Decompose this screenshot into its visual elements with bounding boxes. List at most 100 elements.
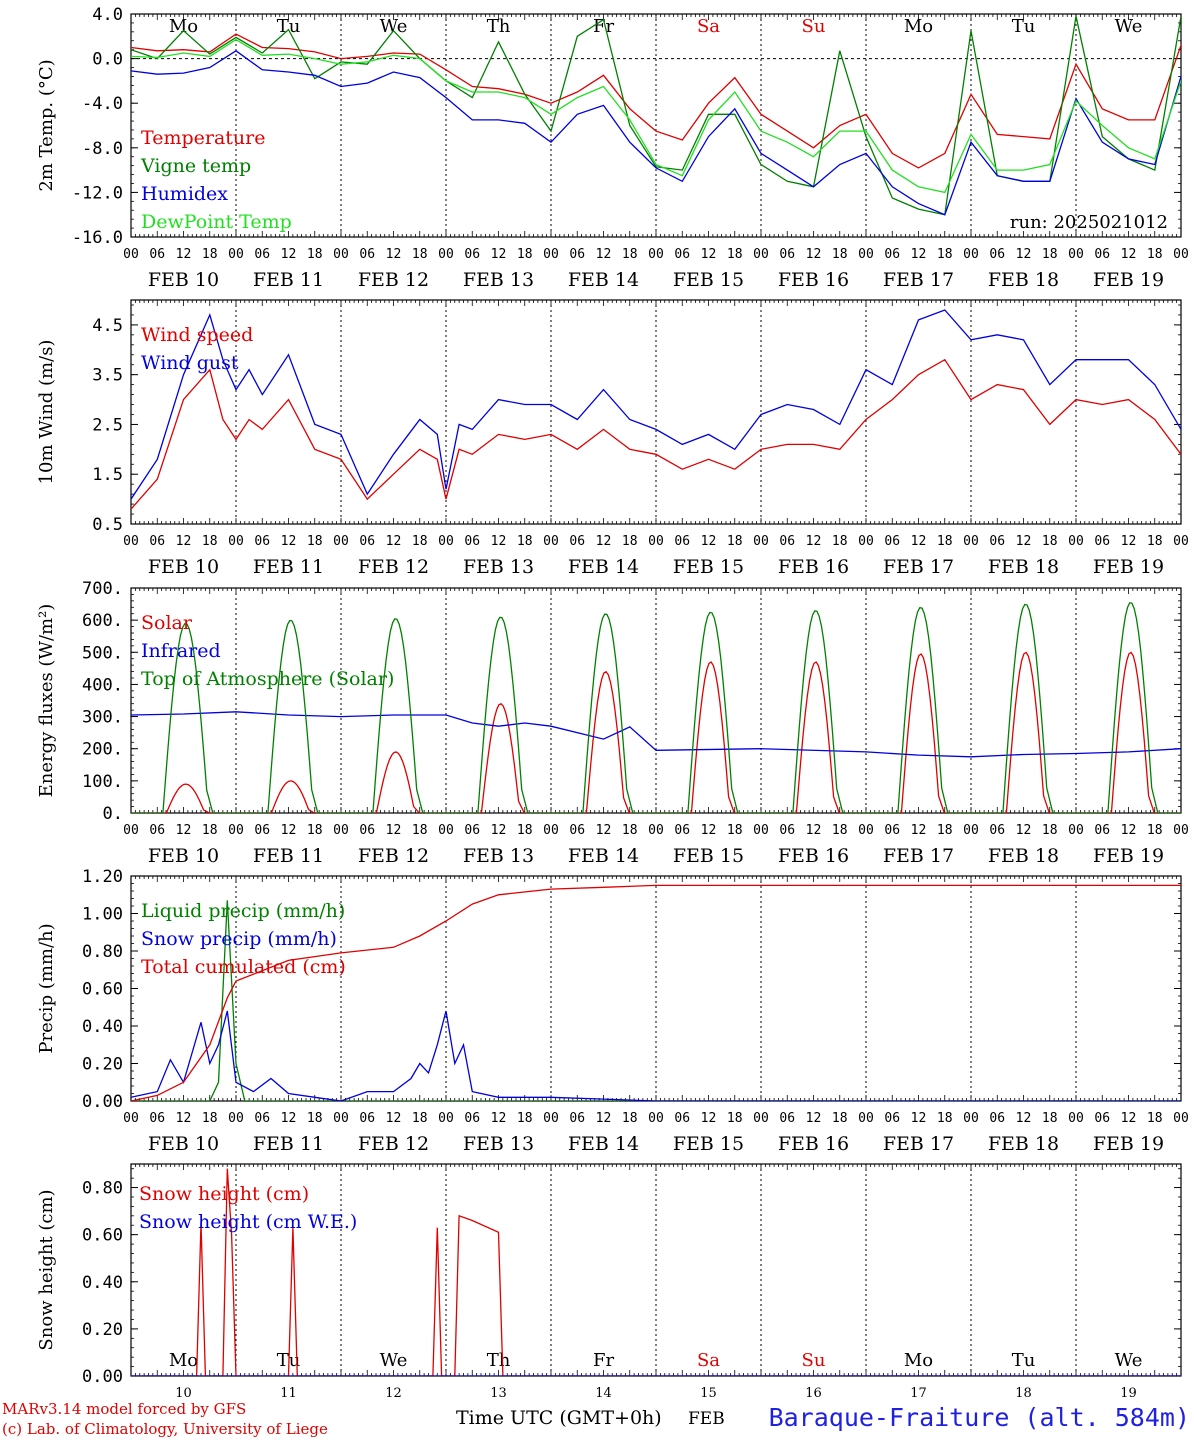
hour-label: 18 [727,823,743,838]
series-group [131,602,1181,813]
hour-label: 06 [149,534,165,549]
hour-label: 06 [989,534,1005,549]
hour-label: 12 [491,534,507,549]
hour-label: 00 [543,534,559,549]
weekday-label: Su [802,1350,826,1371]
legend-entry: DewPoint Temp [141,211,292,233]
day-number: 17 [910,1386,927,1401]
weekday-label: We [380,16,408,37]
hour-label: 00 [858,823,874,838]
y-tick-label: 1.00 [82,905,123,925]
y-tick-label: 0.80 [82,942,123,962]
date-label: FEB 14 [568,845,639,867]
hour-label: 12 [386,247,402,262]
date-label: FEB 13 [463,845,534,867]
date-label: FEB 18 [988,1133,1059,1155]
weekday-label: Fr [593,1350,614,1371]
hour-label: 06 [884,247,900,262]
panel-5: 0.80 0.60 0.40 0.20 0.00 Snow height (cm) Mo Tu… [36,1163,1182,1401]
hour-label: 00 [963,823,979,838]
y-axis-label: Energy fluxes (W/m²) [36,604,57,798]
y-tick-label: 0.00 [82,1367,123,1387]
hour-label: 00 [1068,1111,1084,1126]
series-group [131,16,1181,216]
legend-entry: Humidex [141,183,228,205]
y-tick-label: 0.00 [82,1092,123,1112]
hour-label: 18 [307,247,323,262]
station-name: Baraque-Fraiture (alt. 584m) [769,1403,1190,1432]
hour-label: 18 [1042,1111,1058,1126]
hour-label: 12 [176,823,192,838]
date-label: FEB 17 [883,1133,954,1155]
hour-label: 12 [1016,247,1032,262]
hour-label: 00 [753,534,769,549]
y-axis-label: Snow height (cm) [36,1189,57,1350]
hour-label: 06 [254,534,270,549]
hour-label: 18 [832,247,848,262]
hour-label: 06 [149,247,165,262]
hour-label: 00 [123,247,139,262]
hour-label: 06 [779,823,795,838]
weekday-label: Sa [697,1350,720,1371]
hour-label: 18 [1042,823,1058,838]
hour-label: 06 [989,1111,1005,1126]
hour-label: 00 [858,1111,874,1126]
hour-label: 18 [307,823,323,838]
hour-label: 00 [963,1111,979,1126]
hour-label: 00 [1068,823,1084,838]
hour-label: 00 [543,1111,559,1126]
series-line [131,33,1181,169]
date-label: FEB 13 [463,1133,534,1155]
hour-label: 06 [464,1111,480,1126]
date-label: FEB 16 [778,845,849,867]
legend: Temperature Vigne temp Humidex DewPoint Tem… [140,127,292,233]
date-label: FEB 10 [148,1133,219,1155]
hour-label: 00 [438,823,454,838]
date-label: FEB 18 [988,556,1059,578]
hour-label: 00 [648,823,664,838]
hour-label: 06 [989,823,1005,838]
hour-label: 00 [858,247,874,262]
legend-entry: Top of Atmosphere (Solar) [141,668,394,690]
hour-label: 00 [438,247,454,262]
legend-entry: Total cumulated (cm) [141,956,346,978]
legend: Snow height (cm) Snow height (cm W.E.) [139,1183,357,1233]
hour-label: 18 [622,823,638,838]
hour-label: 12 [281,247,297,262]
hour-label: 00 [123,534,139,549]
series-line [131,711,1181,758]
hour-label: 18 [1042,247,1058,262]
hour-label: 18 [1147,534,1163,549]
series-line [131,1010,1181,1101]
hour-label: 12 [701,823,717,838]
y-tick-label: 100. [82,772,123,792]
hour-label: 06 [1094,534,1110,549]
series-group [131,1168,1181,1376]
series-group [131,309,1181,510]
date-label: FEB 15 [673,1133,744,1155]
hour-label: 12 [806,823,822,838]
hour-label: 00 [438,534,454,549]
x-axis-label: Time UTC (GMT+0h) [456,1407,662,1429]
weekday-label: Sa [697,16,720,37]
hour-label: 18 [412,534,428,549]
hour-label: 12 [386,823,402,838]
hour-label: 06 [569,534,585,549]
day-number: 19 [1120,1386,1137,1401]
hour-label: 00 [858,534,874,549]
hour-label: 18 [937,1111,953,1126]
hour-label: 18 [202,534,218,549]
footer-credit: (c) Lab. of Climatology, University of L… [2,1420,328,1438]
series-line [131,309,1181,500]
hour-label: 18 [832,534,848,549]
weekday-label: Mo [904,1350,933,1371]
date-label: FEB 14 [568,556,639,578]
date-label: FEB 10 [148,556,219,578]
date-label: FEB 10 [148,269,219,291]
day-number: 15 [700,1386,717,1401]
hour-label: 00 [1068,534,1084,549]
series-group [131,884,1181,1101]
date-label: FEB 12 [358,269,429,291]
hour-label: 12 [701,534,717,549]
hour-label: 00 [333,823,349,838]
